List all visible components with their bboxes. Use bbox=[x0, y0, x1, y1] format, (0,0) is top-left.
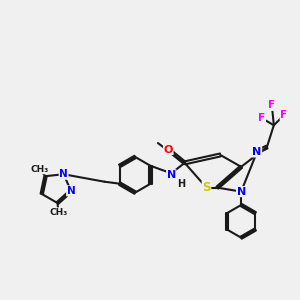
Text: F: F bbox=[258, 113, 266, 123]
Text: F: F bbox=[268, 100, 275, 110]
Text: N: N bbox=[59, 169, 68, 179]
Text: CH₃: CH₃ bbox=[49, 208, 68, 217]
Text: N: N bbox=[167, 170, 176, 180]
Text: H: H bbox=[177, 179, 185, 189]
Text: N: N bbox=[252, 147, 262, 157]
Text: N: N bbox=[67, 186, 75, 196]
Text: S: S bbox=[202, 181, 211, 194]
Text: O: O bbox=[164, 145, 173, 154]
Text: F: F bbox=[280, 110, 287, 120]
Text: N: N bbox=[236, 187, 246, 196]
Text: CH₃: CH₃ bbox=[30, 165, 49, 174]
